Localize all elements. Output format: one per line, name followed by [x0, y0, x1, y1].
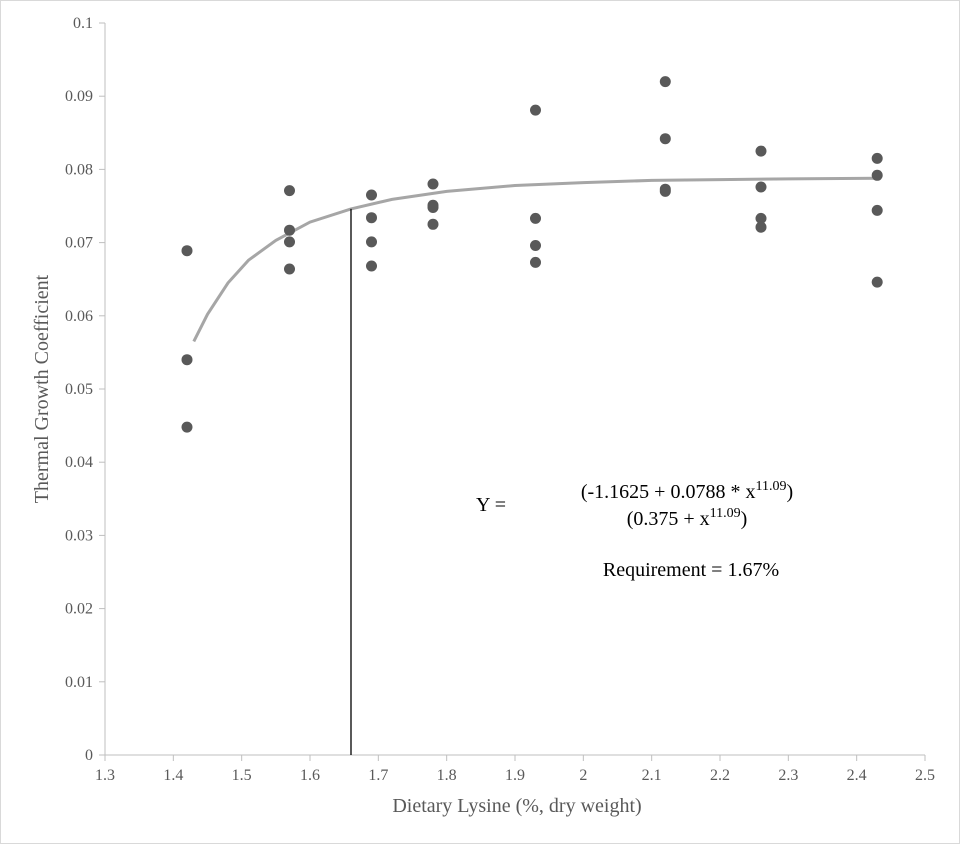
- data-point: [755, 181, 767, 193]
- equation-denominator: (0.375 + x11.09): [627, 506, 748, 530]
- x-tick-label: 1.4: [163, 767, 183, 784]
- y-tick-label: 0.1: [73, 15, 93, 32]
- x-tick-label: 2.1: [642, 767, 662, 784]
- data-point: [871, 152, 883, 164]
- y-tick-label: 0.08: [65, 161, 93, 178]
- data-point: [530, 212, 541, 224]
- data-point: [427, 202, 439, 213]
- y-tick-label: 0.04: [65, 454, 93, 471]
- equation-denominator-base: (0.375 + x: [627, 508, 710, 530]
- x-tick-label: 1.3: [95, 767, 115, 784]
- data-point: [427, 218, 439, 230]
- data-point: [871, 276, 883, 288]
- equation-lhs: Y =: [476, 494, 506, 516]
- data-point: [530, 256, 541, 268]
- x-tick-label: 1.6: [300, 767, 320, 784]
- x-tick-label: 2.5: [915, 767, 935, 784]
- x-tick-label: 1.9: [505, 767, 525, 784]
- data-point: [659, 133, 671, 145]
- y-tick-label: 0.02: [65, 601, 93, 618]
- requirement-label: Requirement = 1.67%: [603, 559, 779, 581]
- y-tick-label: 0.07: [65, 235, 93, 252]
- equation-numerator-exponent: 11.09: [755, 479, 786, 494]
- x-tick-label: 2.2: [710, 767, 730, 784]
- data-point: [530, 104, 541, 116]
- data-point: [871, 169, 883, 181]
- y-tick-label: 0.05: [65, 381, 93, 398]
- data-point: [284, 185, 295, 197]
- data-point: [181, 245, 193, 257]
- data-point: [659, 76, 671, 88]
- x-tick-label: 1.5: [232, 767, 252, 784]
- data-point: [530, 240, 541, 251]
- y-tick-label: 0.01: [65, 674, 93, 691]
- x-tick-label: 2.4: [847, 767, 867, 784]
- data-point: [366, 189, 377, 201]
- data-point: [366, 236, 377, 248]
- axes: [104, 23, 925, 756]
- x-tick-label: 1.8: [437, 767, 457, 784]
- x-tick-label: 2: [579, 767, 587, 784]
- data-points: [181, 76, 883, 433]
- y-tick-label: 0.03: [65, 527, 93, 544]
- data-point: [871, 204, 883, 216]
- data-point: [366, 260, 377, 272]
- data-point: [366, 212, 377, 224]
- x-tick-labels: 1.3 1.4 1.5 1.6 1.7 1.8 1.9 2 2.1 2.2 2.3 2.4 2.5: [95, 755, 935, 784]
- data-point: [181, 354, 193, 366]
- equation-numerator-close: ): [786, 481, 793, 503]
- y-axis-title: Thermal Growth Coefficient: [31, 274, 53, 503]
- equation-denominator-close: ): [741, 508, 748, 530]
- data-point: [755, 145, 767, 157]
- equation-denominator-exponent: 11.09: [710, 506, 741, 521]
- y-tick-label: 0: [85, 747, 93, 764]
- data-point: [284, 224, 295, 236]
- equation-numerator-base: (-1.1625 + 0.0788 * x: [581, 481, 756, 503]
- data-point: [284, 236, 295, 248]
- x-tick-label: 2.3: [778, 767, 798, 784]
- equation-numerator: (-1.1625 + 0.0788 * x11.09): [581, 479, 793, 503]
- y-tick-labels: 0 0.01 0.02 0.03 0.04 0.05 0.06 0.07 0.08 0.09 0.1: [65, 15, 105, 764]
- y-tick-label: 0.09: [65, 88, 93, 105]
- data-point: [755, 221, 767, 233]
- fit-curve: [192, 176, 878, 343]
- y-tick-label: 0.06: [65, 308, 93, 325]
- data-point: [755, 212, 767, 224]
- x-tick-label: 1.7: [368, 767, 388, 784]
- data-point: [427, 178, 439, 190]
- data-point: [181, 421, 193, 433]
- data-point: [659, 185, 671, 197]
- x-axis-title: Dietary Lysine (%, dry weight): [392, 795, 641, 817]
- data-point: [284, 263, 295, 275]
